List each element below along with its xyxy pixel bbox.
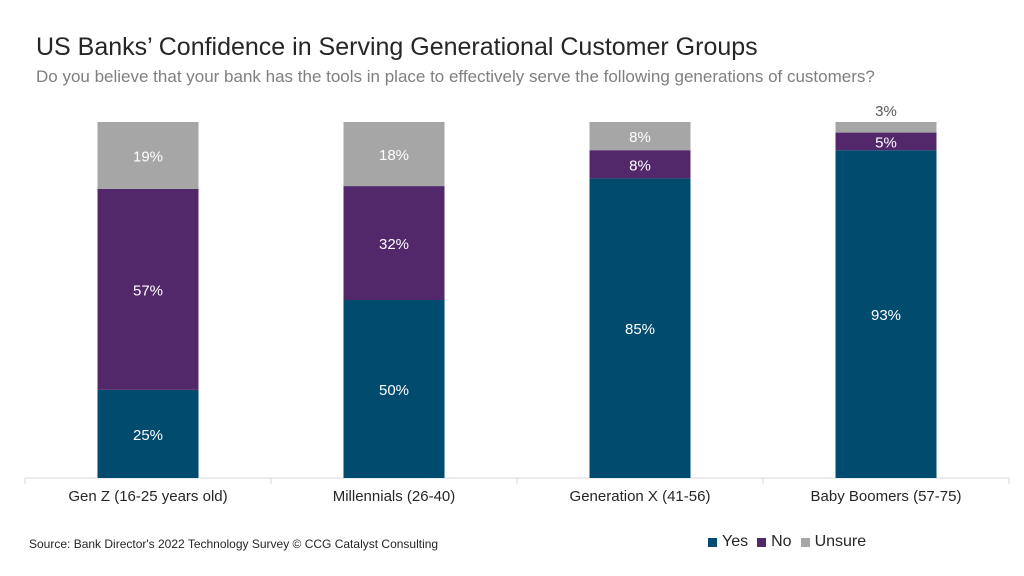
- bar-segment-yes: [343, 300, 445, 478]
- category-label: Baby Boomers (57-75): [811, 488, 962, 505]
- bar-segment-unsure: [589, 122, 691, 151]
- category-label: Generation X (41-56): [570, 488, 711, 505]
- source-note: Source: Bank Director's 2022 Technology …: [29, 537, 439, 551]
- data-label-unsure: 18%: [379, 147, 409, 164]
- data-label-yes: 50%: [379, 382, 409, 399]
- bar-segment-yes: [835, 150, 937, 479]
- legend-item-unsure: Unsure: [800, 533, 867, 551]
- data-label-yes: 93%: [871, 307, 901, 324]
- data-label-yes: 25%: [133, 427, 163, 444]
- data-label-yes: 85%: [625, 321, 655, 338]
- bar-segment-yes: [589, 178, 691, 478]
- data-label-no: 8%: [629, 157, 651, 174]
- legend-label-unsure: Unsure: [814, 533, 867, 550]
- data-label-unsure: 19%: [133, 148, 163, 165]
- bar-segment-no: [97, 188, 199, 390]
- bar-segment-unsure: [97, 122, 199, 189]
- chart-subtitle: Do you believe that your bank has the to…: [36, 67, 875, 86]
- legend-swatch-unsure: [800, 537, 810, 547]
- legend-label-yes: Yes: [722, 533, 749, 550]
- legend-swatch-yes: [708, 537, 717, 547]
- bar-segment-yes: [97, 389, 199, 478]
- data-label-unsure: 3%: [875, 103, 897, 120]
- chart-title: US Banks’ Confidence in Serving Generati…: [36, 33, 758, 61]
- legend-item-no: No: [757, 533, 792, 551]
- legend-item-yes: Yes: [708, 533, 748, 551]
- bar-segment-unsure: [835, 122, 937, 133]
- bar-segment-no: [343, 186, 445, 300]
- data-label-no: 32%: [379, 236, 409, 253]
- data-label-no: 57%: [133, 282, 163, 299]
- data-label-unsure: 8%: [629, 129, 651, 146]
- chart-legend: Yes No Unsure: [708, 533, 875, 551]
- bar-segment-no: [589, 150, 691, 179]
- legend-swatch-no: [757, 537, 767, 547]
- legend-label-no: No: [771, 533, 792, 550]
- data-label-no: 5%: [875, 134, 897, 151]
- bar-segment-no: [835, 132, 937, 151]
- category-label: Gen Z (16-25 years old): [68, 488, 227, 505]
- category-label: Millennials (26-40): [333, 488, 456, 505]
- bar-segment-unsure: [343, 122, 445, 187]
